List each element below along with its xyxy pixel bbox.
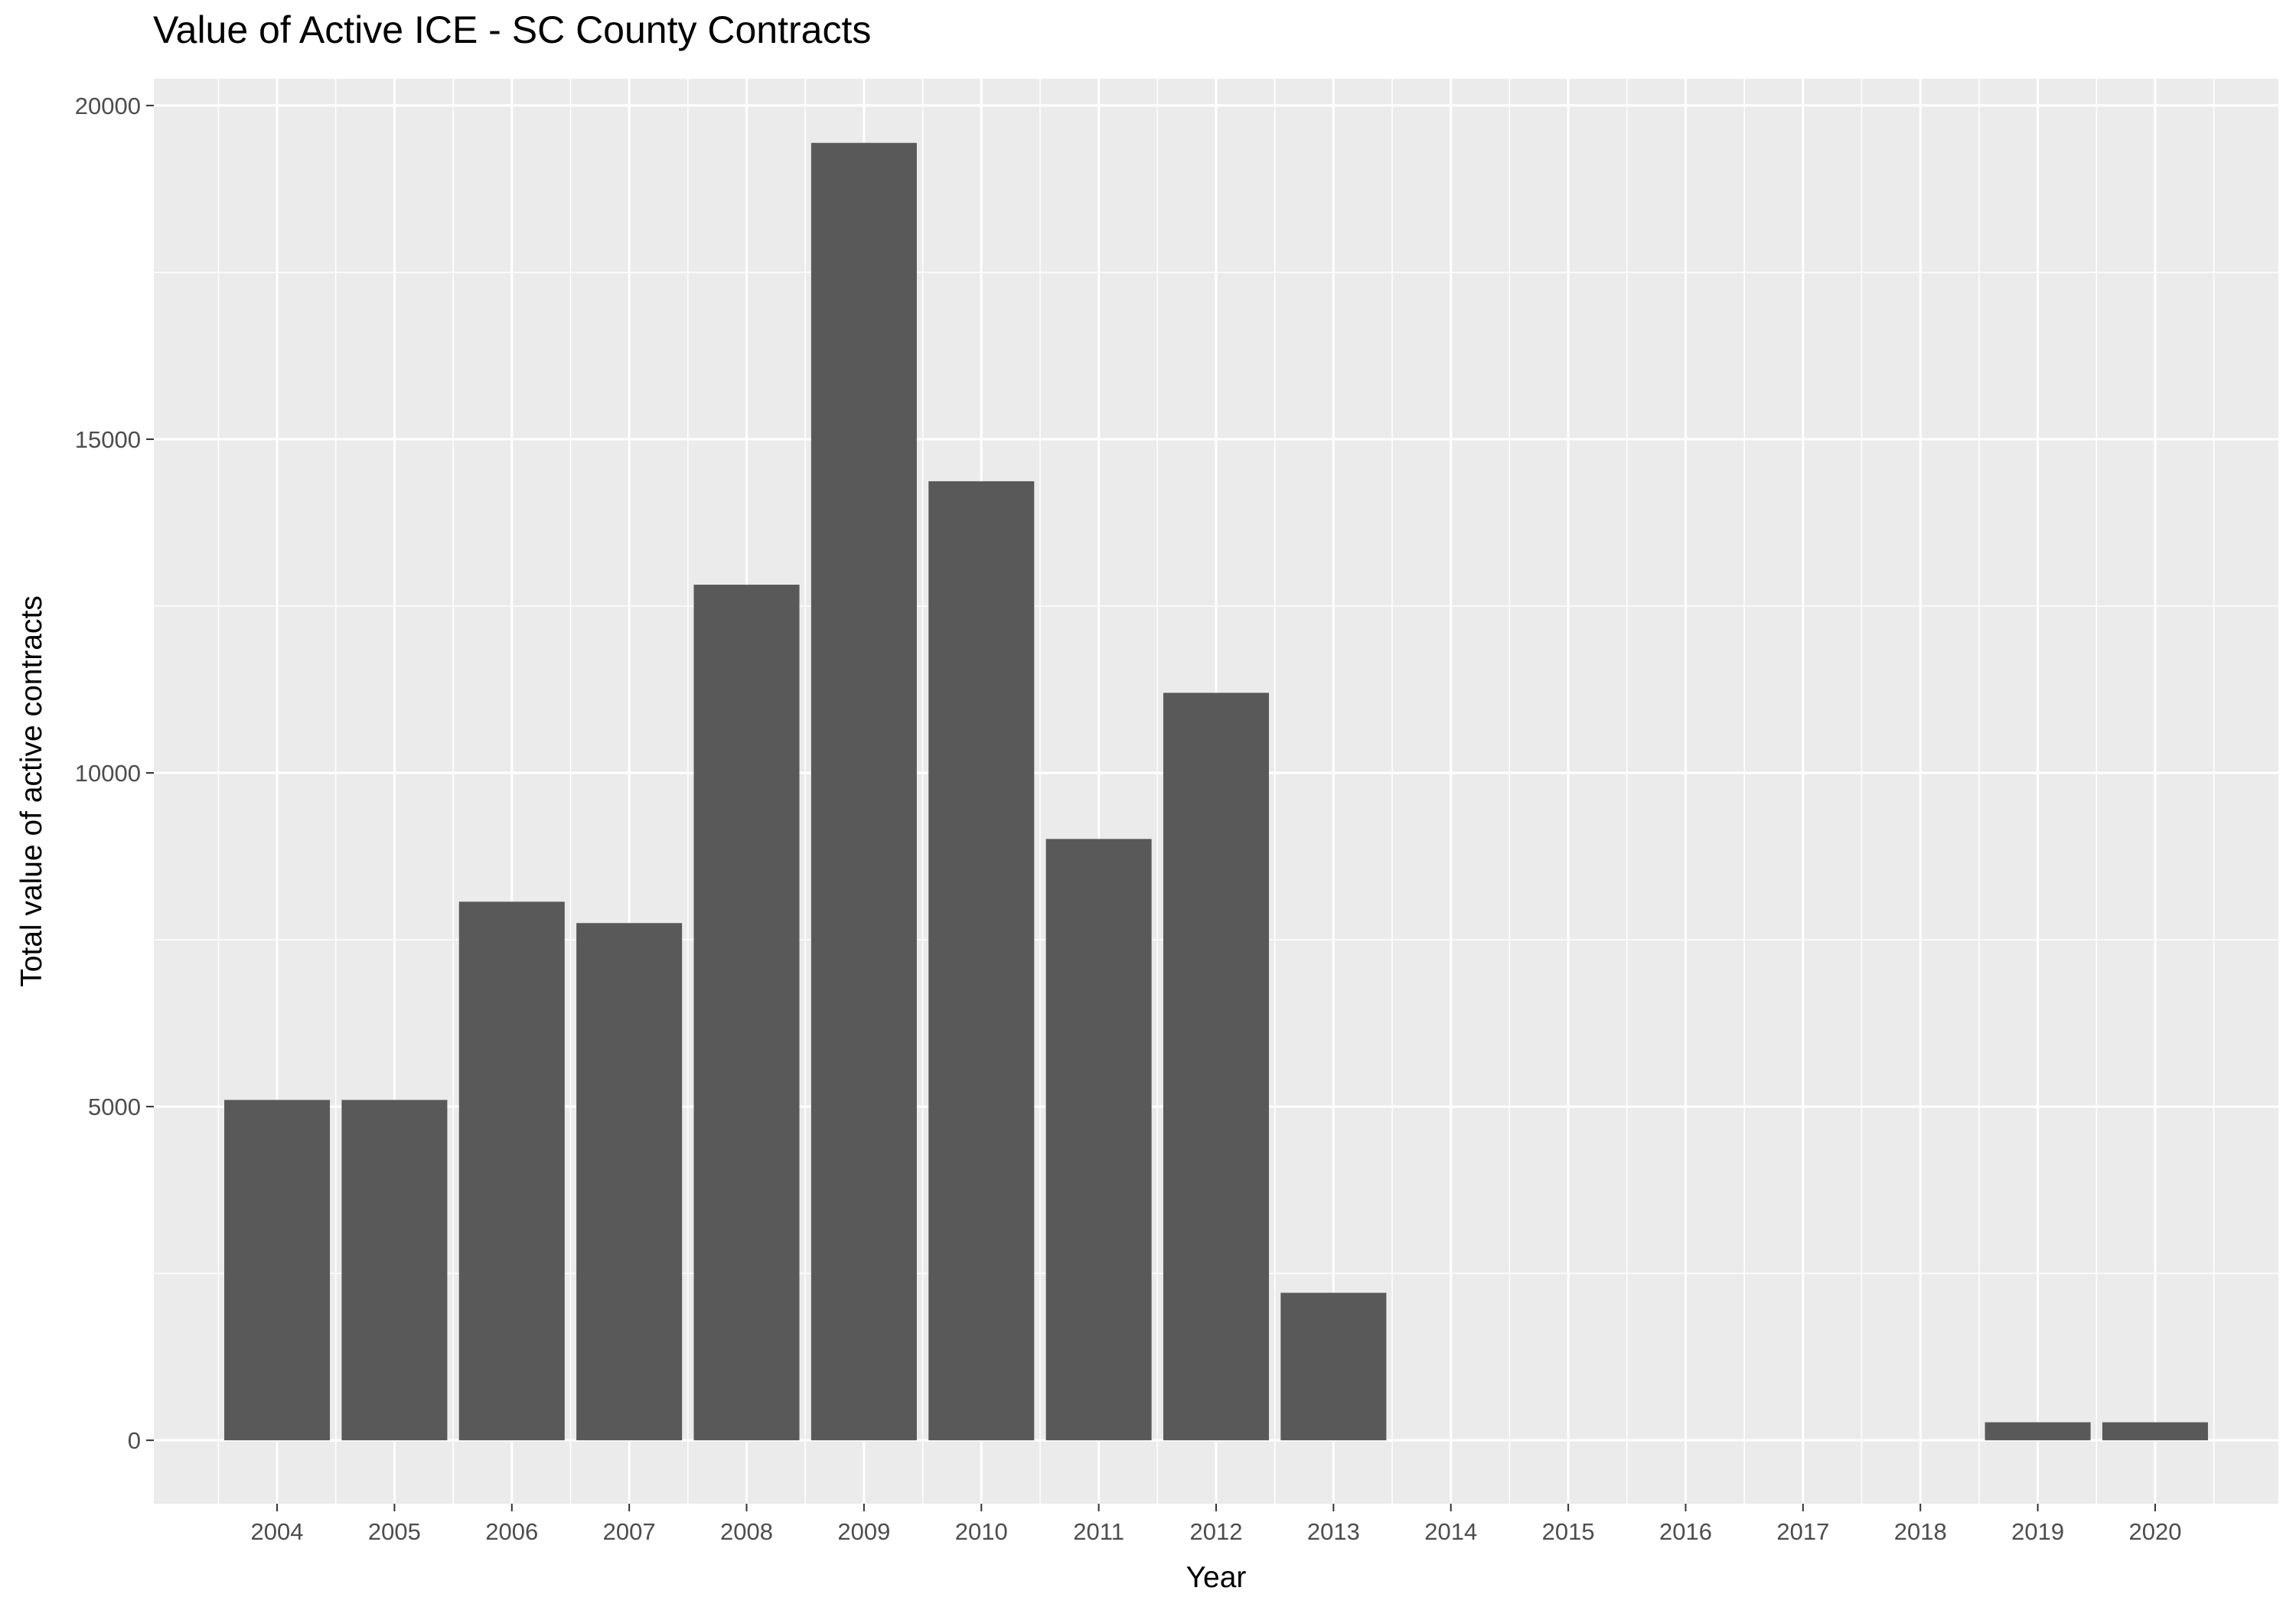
x-tick-label: 2010: [955, 1518, 1008, 1545]
x-tick-label: 2016: [1659, 1518, 1712, 1545]
x-tick-label: 2019: [2011, 1518, 2064, 1545]
y-tick-label: 0: [128, 1427, 141, 1454]
bar-2004: [224, 1100, 331, 1441]
minor-gridlines: [154, 79, 2278, 1504]
x-tick-label: 2006: [485, 1518, 538, 1545]
x-tick-label: 2018: [1894, 1518, 1947, 1545]
y-axis-title: Total value of active contracts: [15, 595, 48, 987]
x-tick-label: 2014: [1424, 1518, 1477, 1545]
x-tick-label: 2013: [1307, 1518, 1360, 1545]
bar-2019: [1985, 1422, 2091, 1441]
x-tick-label: 2020: [2128, 1518, 2181, 1545]
bar-2013: [1280, 1292, 1387, 1441]
bar-2006: [458, 901, 565, 1441]
bar-2020: [2102, 1422, 2208, 1441]
y-tick-label: 5000: [88, 1094, 141, 1120]
bar-2010: [928, 481, 1035, 1441]
y-tick-label: 20000: [75, 93, 141, 119]
x-tick-label: 2005: [368, 1518, 421, 1545]
x-tick-label: 2015: [1542, 1518, 1595, 1545]
y-tick-label: 10000: [75, 760, 141, 787]
x-tick-label: 2009: [837, 1518, 890, 1545]
x-tick-label: 2007: [603, 1518, 656, 1545]
x-tick-label: 2011: [1073, 1518, 1124, 1545]
chart-title: Value of Active ICE - SC County Contract…: [153, 8, 872, 51]
bar-2011: [1045, 839, 1152, 1441]
bar-2009: [810, 142, 917, 1441]
x-axis-title: Year: [1186, 1561, 1247, 1594]
bar-2005: [341, 1100, 448, 1441]
bar-2008: [693, 585, 800, 1441]
x-tick-label: 2008: [720, 1518, 773, 1545]
y-axis-ticks: 0 5000 10000 15000 20000: [75, 93, 154, 1454]
x-tick-label: 2012: [1190, 1518, 1243, 1545]
x-axis-ticks: 2004 2005 2006 2007 2008 2009 2010 2011 2012 2013…: [251, 1504, 2181, 1545]
x-tick-label: 2017: [1776, 1518, 1829, 1545]
bar-2012: [1163, 693, 1270, 1441]
y-tick-label: 15000: [75, 426, 141, 453]
bar-2007: [576, 923, 683, 1441]
x-tick-label: 2004: [251, 1518, 304, 1545]
bars: [224, 142, 2208, 1441]
